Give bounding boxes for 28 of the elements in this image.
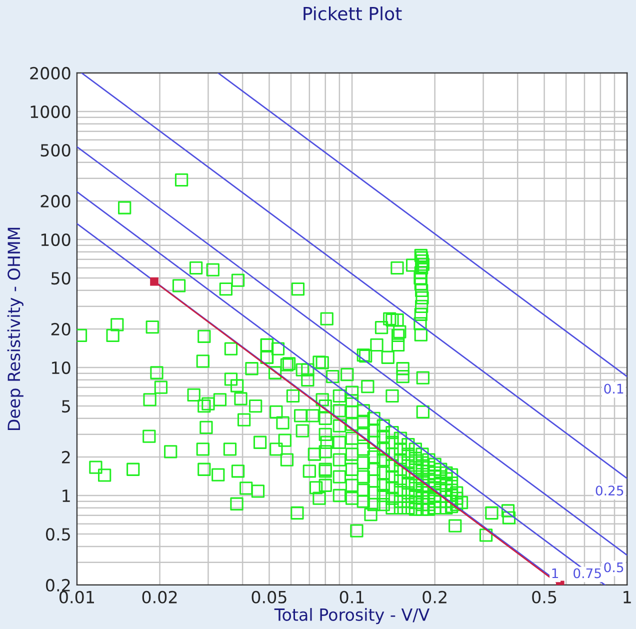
y-tick-label: 20 <box>51 322 70 336</box>
series-label: 0.75 <box>574 568 601 578</box>
y-tick-label: 1000 <box>30 105 70 118</box>
y-tick-label: 2000 <box>30 66 70 80</box>
y-tick-label: 500 <box>40 144 70 157</box>
y-tick-label: 1 <box>62 490 70 502</box>
chart-title: Pickett Plot <box>304 6 402 20</box>
series-label: 0.25 <box>596 486 624 496</box>
y-axis-title: Deep Resistivity - OHMM <box>7 228 24 430</box>
y-tick-label: 50 <box>51 272 70 285</box>
x-tick-label: 1 <box>624 591 631 604</box>
x-tick-label: 0.5 <box>532 590 556 604</box>
series-label: 0.5 <box>604 562 624 572</box>
y-tick-label: 0.2 <box>46 578 70 592</box>
y-tick-label: 100 <box>41 233 70 246</box>
y-tick-label: 2 <box>62 450 70 464</box>
y-tick-label: 200 <box>40 194 70 208</box>
x-tick-label: 0.1 <box>340 590 364 604</box>
y-tick-label: 5 <box>62 400 70 413</box>
x-tick-label: 0.2 <box>422 590 446 604</box>
y-tick-label: 10 <box>52 361 70 374</box>
y-tick-label: 0.5 <box>46 528 70 541</box>
series-label: 1 <box>552 568 558 578</box>
x-tick-label: 0.01 <box>60 590 94 604</box>
x-axis-title: Total Porosity - V/V <box>274 608 430 624</box>
x-tick-label: 0.02 <box>142 590 177 604</box>
series-label: 0.1 <box>604 384 624 394</box>
x-tick-label: 0.05 <box>252 590 286 604</box>
